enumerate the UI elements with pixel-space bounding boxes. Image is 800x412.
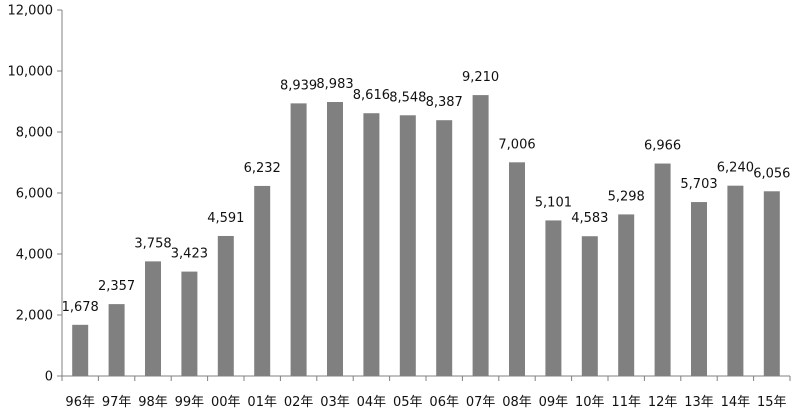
data-label-09年: 5,101 xyxy=(535,195,572,210)
x-tick-label: 04年 xyxy=(357,395,387,410)
data-label-03年: 8,983 xyxy=(316,77,353,92)
x-tick-label: 12年 xyxy=(648,395,678,410)
data-label-11年: 5,298 xyxy=(608,189,645,204)
bar-09年 xyxy=(545,220,562,376)
x-tick-label: 08年 xyxy=(502,395,532,410)
x-tick-label: 13年 xyxy=(684,395,714,410)
bar-00年 xyxy=(217,235,234,376)
data-label-00年: 4,591 xyxy=(207,211,244,226)
bar-12年 xyxy=(654,163,671,376)
x-tick-label: 01年 xyxy=(247,395,277,410)
x-tick-label: 00年 xyxy=(211,395,241,410)
data-label-98年: 3,758 xyxy=(134,236,171,251)
bar-01年 xyxy=(254,185,271,376)
bar-13年 xyxy=(691,202,707,376)
data-label-04年: 8,616 xyxy=(353,88,390,103)
y-tick-label: 4,000 xyxy=(16,248,53,263)
bar-97年 xyxy=(108,304,125,376)
bar-05年 xyxy=(399,115,416,376)
data-label-06年: 8,387 xyxy=(426,95,463,110)
x-tick-label: 15年 xyxy=(757,395,787,410)
data-label-13年: 5,703 xyxy=(680,177,717,192)
x-tick-label: 99年 xyxy=(175,395,205,410)
x-tick-label: 98年 xyxy=(138,395,168,410)
y-tick-label: 2,000 xyxy=(16,309,53,324)
data-label-12年: 6,966 xyxy=(644,139,681,154)
data-label-02年: 8,939 xyxy=(280,78,317,93)
data-label-99年: 3,423 xyxy=(171,247,208,262)
bar-06年 xyxy=(436,120,453,376)
x-tick-label: 10年 xyxy=(575,395,605,410)
bar-07年 xyxy=(472,95,489,376)
x-tick-label: 03年 xyxy=(320,395,350,410)
bars xyxy=(72,95,780,377)
data-label-07年: 9,210 xyxy=(462,70,499,85)
data-label-97年: 2,357 xyxy=(98,279,135,294)
bar-99年 xyxy=(181,271,198,376)
x-tick-label: 06年 xyxy=(429,395,459,410)
data-label-08年: 7,006 xyxy=(498,137,535,152)
bar-04年 xyxy=(363,113,380,376)
y-tick-label: 12,000 xyxy=(8,4,54,19)
data-label-05年: 8,548 xyxy=(389,90,426,105)
bar-02年 xyxy=(290,103,307,376)
bar-11年 xyxy=(618,214,635,376)
bar-96年 xyxy=(72,324,89,376)
data-label-14年: 6,240 xyxy=(717,161,754,176)
bar-03年 xyxy=(327,102,343,377)
bar-14年 xyxy=(727,185,744,376)
x-tick-label: 96年 xyxy=(65,395,95,410)
axes xyxy=(61,10,791,381)
x-tick-label: 14年 xyxy=(721,395,751,410)
x-tick-label: 11年 xyxy=(611,395,641,410)
y-tick-label: 6,000 xyxy=(16,187,53,202)
bar-10年 xyxy=(581,236,598,376)
x-axis-labels: 96年 97年 98年 99年 00年 01年 02年 03年 04年 05年 06年 07年 08年 0… xyxy=(65,395,786,410)
bar-08年 xyxy=(509,162,525,376)
x-tick-label: 97年 xyxy=(102,395,132,410)
y-tick-label: 0 xyxy=(45,370,53,385)
x-tick-label: 07年 xyxy=(466,395,496,410)
bar-98年 xyxy=(145,261,161,376)
data-label-96年: 1,678 xyxy=(62,300,99,315)
y-tick-label: 10,000 xyxy=(8,65,54,80)
x-tick-label: 09年 xyxy=(539,395,569,410)
y-axis-ticks: 0 2,000 4,000 6,000 8,000 10,000 12,000 xyxy=(8,4,62,385)
data-label-10年: 4,583 xyxy=(571,211,608,226)
data-label-01年: 6,232 xyxy=(244,161,281,176)
x-tick-label: 05年 xyxy=(393,395,423,410)
y-tick-label: 8,000 xyxy=(16,126,53,141)
bar-15年 xyxy=(763,191,780,376)
x-tick-label: 02年 xyxy=(284,395,314,410)
data-label-15年: 6,056 xyxy=(753,166,790,181)
